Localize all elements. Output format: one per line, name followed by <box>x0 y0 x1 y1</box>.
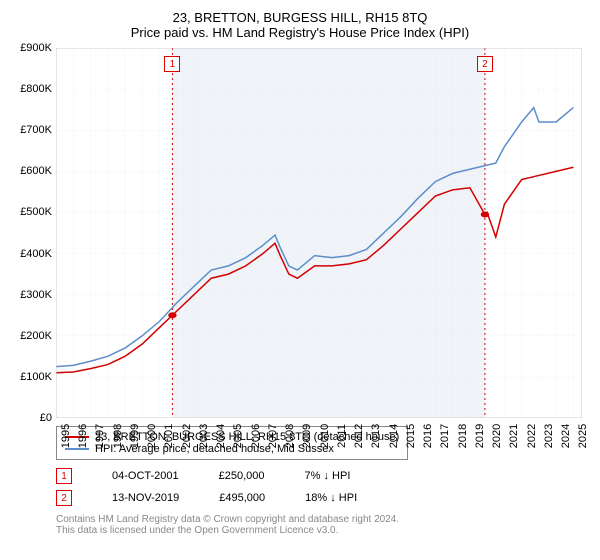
trans-delta: 18% ↓ HPI <box>305 492 357 504</box>
x-tick-label: 2013 <box>366 424 382 448</box>
trans-price: £495,000 <box>219 492 265 504</box>
title-block: 23, BRETTON, BURGESS HILL, RH15 8TQ Pric… <box>10 10 590 40</box>
y-tick-label: £200K <box>20 330 56 342</box>
trans-delta: 7% ↓ HPI <box>305 470 351 482</box>
x-tick-label: 2011 <box>332 424 348 448</box>
x-tick-label: 2006 <box>246 424 262 448</box>
x-tick-label: 2005 <box>228 424 244 448</box>
y-tick-label: £500K <box>20 206 56 218</box>
y-tick-label: £600K <box>20 165 56 177</box>
x-tick-label: 2025 <box>573 424 589 448</box>
x-tick-label: 1995 <box>56 424 72 448</box>
transactions-table: 1 04-OCT-2001 £250,000 7% ↓ HPI 2 13-NOV… <box>56 468 590 506</box>
x-tick-label: 2000 <box>142 424 158 448</box>
x-tick-label: 2014 <box>384 424 400 448</box>
y-tick-label: £0 <box>40 412 56 424</box>
x-tick-label: 2003 <box>194 424 210 448</box>
footer-line: Contains HM Land Registry data © Crown c… <box>56 514 590 525</box>
x-tick-label: 2017 <box>435 424 451 448</box>
x-tick-label: 2021 <box>504 424 520 448</box>
trans-price: £250,000 <box>219 470 265 482</box>
x-tick-label: 2016 <box>418 424 434 448</box>
trans-date: 13-NOV-2019 <box>112 492 179 504</box>
x-tick-label: 2004 <box>211 424 227 448</box>
marker-badge: 1 <box>56 468 72 484</box>
x-tick-label: 2010 <box>315 424 331 448</box>
x-tick-label: 2007 <box>263 424 279 448</box>
x-tick-label: 2024 <box>556 424 572 448</box>
x-tick-label: 2020 <box>487 424 503 448</box>
x-tick-label: 2012 <box>349 424 365 448</box>
y-tick-label: £300K <box>20 289 56 301</box>
y-tick-label: £800K <box>20 83 56 95</box>
x-tick-label: 2015 <box>401 424 417 448</box>
chart-marker-badge: 1 <box>164 56 180 72</box>
x-tick-label: 1996 <box>73 424 89 448</box>
x-tick-label: 2009 <box>297 424 313 448</box>
trans-date: 04-OCT-2001 <box>112 470 179 482</box>
y-tick-label: £100K <box>20 371 56 383</box>
marker-layer: 12 <box>56 48 582 418</box>
legend-swatch-hpi <box>65 448 89 450</box>
x-tick-label: 2001 <box>159 424 175 448</box>
y-tick-label: £400K <box>20 248 56 260</box>
footer-line: This data is licensed under the Open Gov… <box>56 525 590 536</box>
x-tick-label: 1997 <box>90 424 106 448</box>
title-address: 23, BRETTON, BURGESS HILL, RH15 8TQ <box>10 10 590 25</box>
footer-attribution: Contains HM Land Registry data © Crown c… <box>56 514 590 536</box>
price-chart: £0£100K£200K£300K£400K£500K£600K£700K£80… <box>56 48 582 418</box>
table-row: 2 13-NOV-2019 £495,000 18% ↓ HPI <box>56 490 590 506</box>
x-tick-label: 2023 <box>539 424 555 448</box>
marker-badge: 2 <box>56 490 72 506</box>
x-tick-label: 2018 <box>453 424 469 448</box>
y-tick-label: £900K <box>20 42 56 54</box>
x-tick-label: 2022 <box>522 424 538 448</box>
x-tick-label: 2008 <box>280 424 296 448</box>
x-tick-label: 2019 <box>470 424 486 448</box>
x-tick-label: 1998 <box>108 424 124 448</box>
x-tick-label: 2002 <box>177 424 193 448</box>
chart-marker-badge: 2 <box>477 56 493 72</box>
title-subtitle: Price paid vs. HM Land Registry's House … <box>10 25 590 40</box>
y-tick-label: £700K <box>20 124 56 136</box>
x-tick-label: 1999 <box>125 424 141 448</box>
table-row: 1 04-OCT-2001 £250,000 7% ↓ HPI <box>56 468 590 484</box>
